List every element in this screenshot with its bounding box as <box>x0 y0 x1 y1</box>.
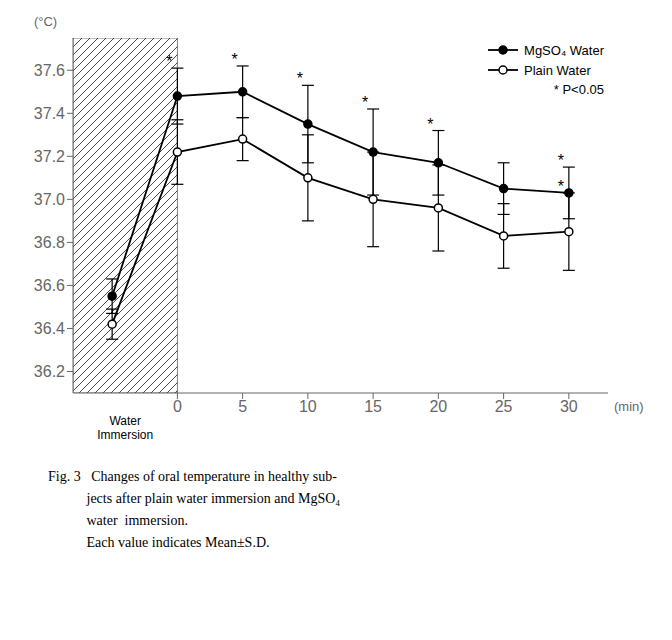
html-text:Each value indicates Mean±S.D.: Each value indicates Mean±S.D. <box>48 535 270 550</box>
svg-text:5: 5 <box>238 398 247 415</box>
svg-text:*: * <box>362 94 368 111</box>
svg-text:36.2: 36.2 <box>34 363 65 380</box>
html-text:* P<0.05: * P<0.05 <box>553 82 604 97</box>
svg-text:*: * <box>232 51 238 68</box>
svg-text:37.4: 37.4 <box>34 105 65 122</box>
html-text:Plain Water: Plain Water <box>524 62 591 78</box>
svg-text:*: * <box>166 53 172 70</box>
svg-text:0: 0 <box>173 398 182 415</box>
svg-text:36.8: 36.8 <box>34 234 65 251</box>
svg-text:37.0: 37.0 <box>34 191 65 208</box>
svg-text:*: * <box>297 70 303 87</box>
svg-text:WaterImmersion: WaterImmersion <box>97 414 153 442</box>
svg-text:37.2: 37.2 <box>34 148 65 165</box>
svg-text:30: 30 <box>560 398 578 415</box>
svg-text:*: * <box>427 116 433 133</box>
html-text:jects after plain water immers: jects after plain water immersion and Mg… <box>48 491 341 506</box>
html-text:MgSO₄ Water: MgSO₄ Water <box>524 42 604 58</box>
svg-text:*: * <box>558 152 564 169</box>
html-text:water immersion.: water immersion. <box>48 513 188 528</box>
svg-text:36.4: 36.4 <box>34 320 65 337</box>
svg-text:15: 15 <box>364 398 382 415</box>
svg-text:*: * <box>558 178 564 195</box>
svg-text:36.6: 36.6 <box>34 277 65 294</box>
svg-text:(°C): (°C) <box>34 14 57 29</box>
svg-text:(min): (min) <box>614 399 644 414</box>
svg-text:37.6: 37.6 <box>34 62 65 79</box>
html-text:Fig. 3 Changes of oral tempera: Fig. 3 Changes of oral temperature in he… <box>48 469 337 484</box>
svg-text:25: 25 <box>495 398 513 415</box>
svg-text:20: 20 <box>429 398 447 415</box>
svg-text:10: 10 <box>299 398 317 415</box>
